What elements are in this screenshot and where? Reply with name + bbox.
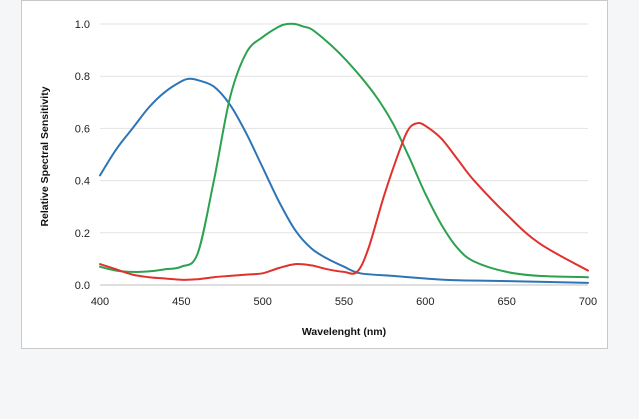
y-axis-title: Relative Spectral Sensitivity — [39, 86, 51, 226]
y-tick-label: 1.0 — [75, 19, 90, 31]
x-tick-label: 500 — [253, 296, 271, 308]
series-line-2 — [99, 22, 589, 279]
y-tick-label: 0.6 — [75, 123, 90, 135]
gridlines — [100, 23, 588, 234]
tick-labels: 0.0 0.2 0.4 0.6 0.8 1.0 400 450 500 550 600 650 700 — [75, 19, 597, 308]
corner-tab — [551, 1, 607, 11]
x-tick-label: 600 — [416, 296, 434, 308]
y-tick-label: 0.0 — [75, 280, 90, 292]
x-tick-label: 700 — [579, 296, 597, 308]
x-axis-title: Wavelenght (nm) — [302, 326, 386, 338]
x-tick-label: 400 — [91, 296, 109, 308]
series-lines — [99, 22, 589, 284]
x-tick-label: 550 — [335, 296, 353, 308]
series-line-3 — [99, 122, 589, 281]
y-tick-label: 0.8 — [75, 71, 90, 83]
y-tick-label: 0.4 — [75, 176, 90, 188]
x-tick-label: 650 — [497, 296, 515, 308]
x-tick-label: 450 — [172, 296, 190, 308]
y-tick-label: 0.2 — [75, 228, 90, 240]
chart-card: 0.0 0.2 0.4 0.6 0.8 1.0 400 450 500 550 600 650 700 … — [21, 0, 608, 349]
series-line-1 — [99, 77, 589, 284]
